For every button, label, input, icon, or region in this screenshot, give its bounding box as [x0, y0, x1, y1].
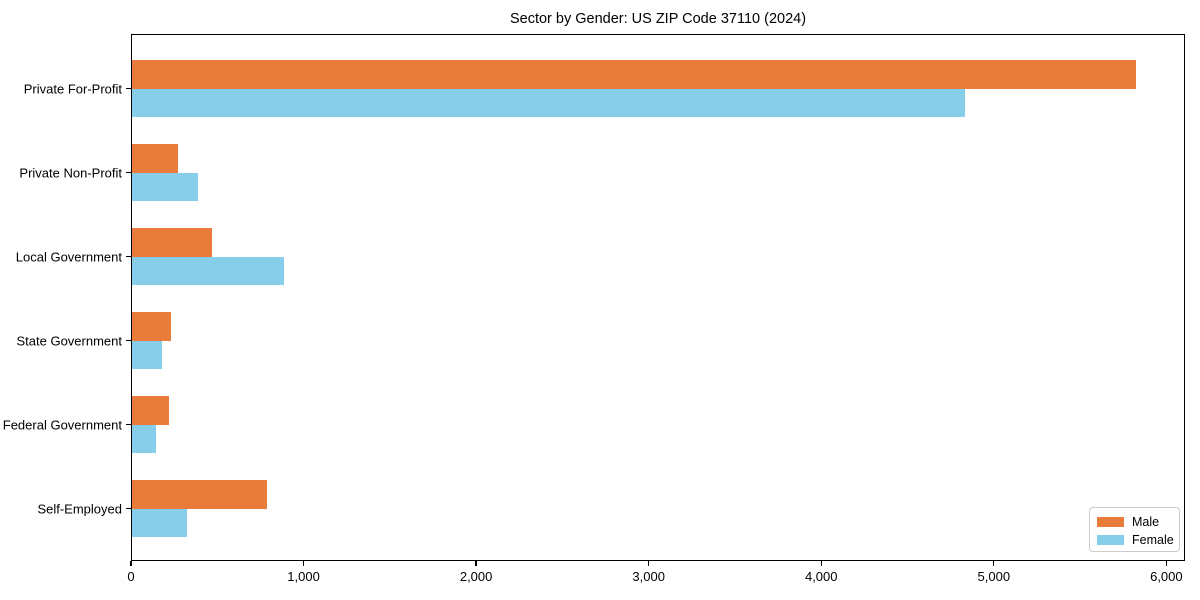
y-tick-mark — [126, 255, 131, 258]
chart-title: Sector by Gender: US ZIP Code 37110 (202… — [509, 11, 807, 27]
legend-swatch-male — [1097, 517, 1124, 527]
x-tick-mark — [1165, 561, 1167, 566]
x-tick-mark — [648, 561, 650, 566]
y-tick-label: Self-Employed — [37, 501, 122, 516]
x-tick-label: 4,000 — [804, 569, 838, 584]
x-tick-mark — [475, 561, 477, 566]
legend-entry-female: Female — [1097, 532, 1174, 548]
legend-entry-male: Male — [1097, 514, 1171, 530]
bar-male-2 — [132, 228, 212, 257]
bar-male-1 — [132, 144, 178, 173]
bar-female-3 — [132, 340, 163, 369]
bar-male-5 — [132, 480, 267, 509]
legend-label-female: Female — [1132, 533, 1174, 547]
x-tick-label: 2,000 — [459, 569, 493, 584]
bar-female-2 — [132, 256, 284, 285]
bar-female-1 — [132, 172, 198, 201]
legend: Male Female — [1089, 507, 1180, 552]
y-tick-mark — [126, 87, 131, 90]
x-tick-label: 0 — [127, 569, 135, 584]
legend-swatch-female — [1097, 535, 1124, 545]
y-tick-label: Private Non-Profit — [19, 165, 122, 180]
legend-label-male: Male — [1132, 515, 1160, 529]
x-tick-mark — [302, 561, 305, 566]
y-tick-label: Private For-Profit — [23, 81, 122, 96]
x-tick-label: 5,000 — [977, 569, 1011, 584]
bar-female-4 — [132, 424, 156, 453]
x-tick-label: 6,000 — [1150, 569, 1183, 584]
y-tick-label: State Government — [16, 333, 123, 348]
x-tick-label: 3,000 — [632, 569, 665, 584]
y-tick-mark — [126, 171, 131, 174]
y-tick-mark — [126, 507, 131, 510]
bar-male-4 — [132, 396, 169, 425]
x-tick-mark — [993, 561, 995, 566]
y-tick-mark — [126, 423, 131, 426]
x-tick-label: 1,000 — [287, 569, 320, 584]
bar-male-3 — [132, 312, 171, 341]
y-tick-mark — [126, 339, 131, 342]
y-tick-label: Federal Government — [2, 417, 122, 432]
bar-female-5 — [132, 508, 188, 537]
x-tick-mark — [820, 561, 822, 566]
bar-male-0 — [132, 60, 1136, 89]
bar-female-0 — [132, 88, 966, 117]
y-tick-label: Local Government — [15, 249, 122, 264]
x-tick-mark — [130, 561, 132, 566]
plot-area — [131, 34, 1185, 561]
